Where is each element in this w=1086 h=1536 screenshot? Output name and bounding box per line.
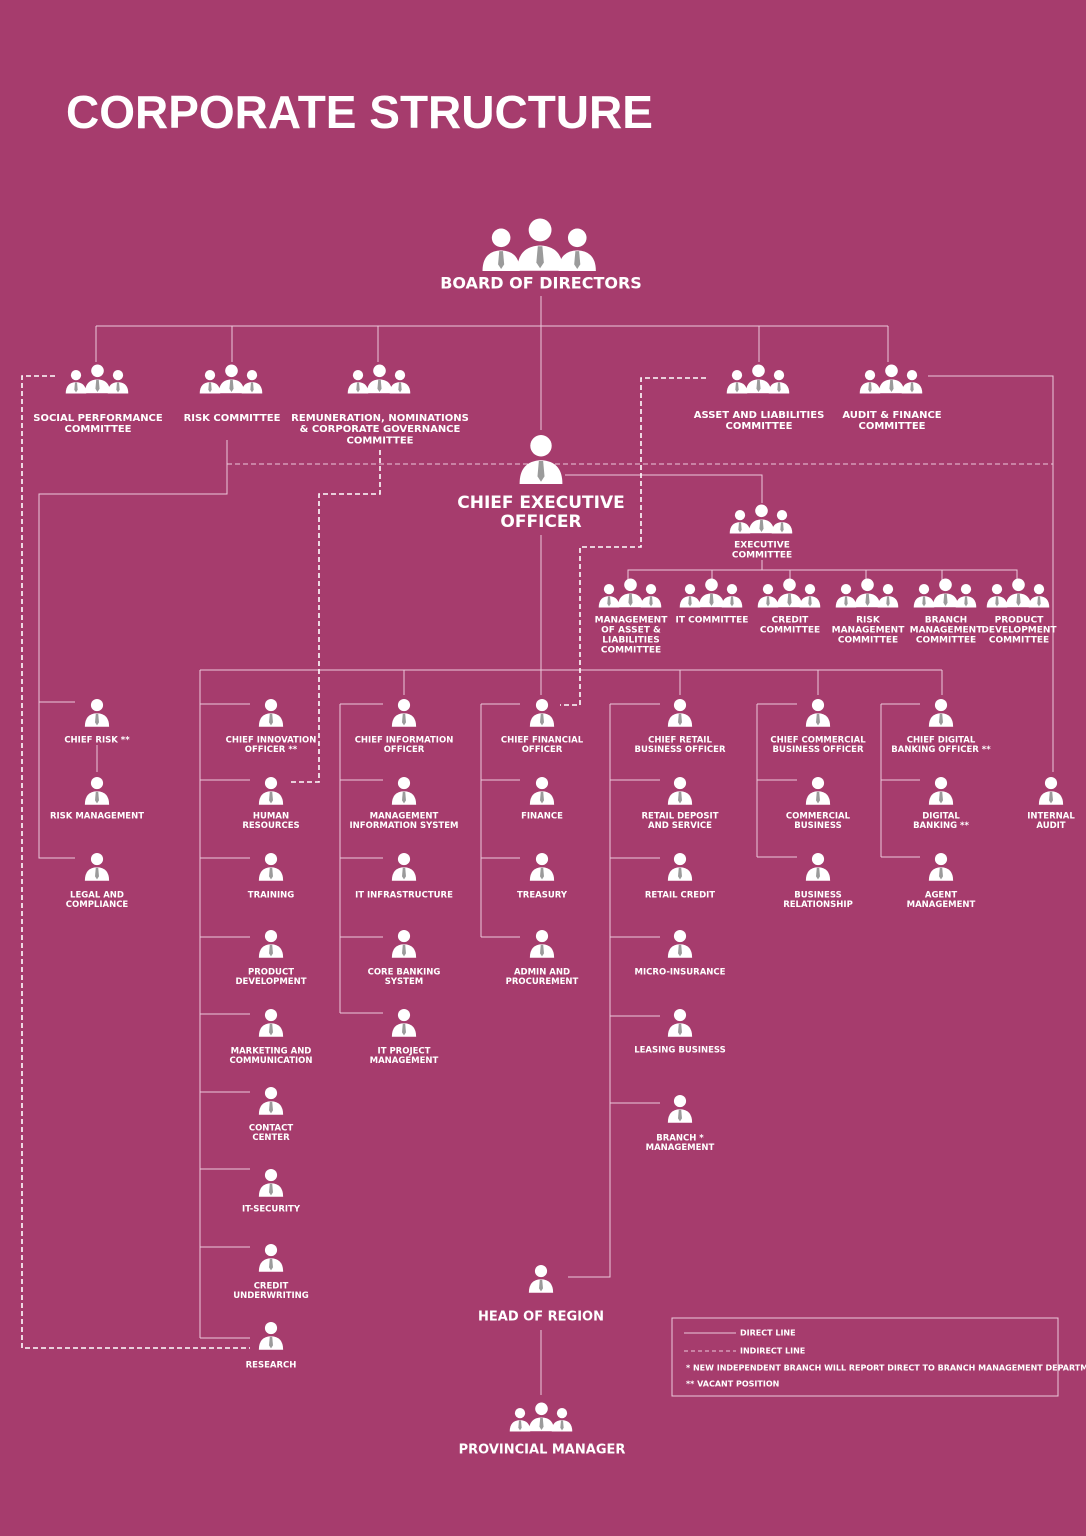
node-label: CHIEF EXECUTIVE xyxy=(457,493,624,513)
node-label: BRANCH xyxy=(925,616,967,626)
node-label: COMMITTEE xyxy=(65,424,132,435)
node-label: BUSINESS OFFICER xyxy=(773,745,864,755)
connectors xyxy=(21,296,1054,1395)
node-label: CHIEF RISK ** xyxy=(64,736,130,746)
node-label: INTERNAL xyxy=(1027,812,1075,822)
node-label: BRANCH * xyxy=(656,1134,704,1144)
node-label: BUSINESS xyxy=(794,891,841,901)
node-label: RETAIL CREDIT xyxy=(645,891,715,901)
node-label: MANAGEMENT xyxy=(595,616,669,626)
legend-label: ** VACANT POSITION xyxy=(686,1380,779,1389)
node-label: CHIEF FINANCIAL xyxy=(501,736,584,746)
node-label: PRODUCT xyxy=(248,968,294,978)
node-label: COMMERCIAL xyxy=(786,812,851,822)
node-label: CREDIT xyxy=(772,616,810,626)
node-label: COMMITTEE xyxy=(760,626,820,636)
node-label: REMUNERATION, NOMINATIONS xyxy=(291,413,469,424)
node-label: OF ASSET & xyxy=(601,626,661,636)
node-label: CENTER xyxy=(252,1133,290,1143)
node-label: IT COMMITTEE xyxy=(676,616,749,626)
node-label: CREDIT xyxy=(254,1282,289,1292)
node-label: COMMITTEE xyxy=(347,435,414,446)
node-label: RESEARCH xyxy=(246,1361,297,1371)
node-label: AGENT xyxy=(925,891,957,901)
node-label: PRODUCT xyxy=(995,616,1045,626)
node-label: RISK MANAGEMENT xyxy=(50,812,144,822)
node-label: CHIEF DIGITAL xyxy=(907,736,976,746)
node-label: OFFICER xyxy=(500,512,581,532)
node-label: MANAGEMENT xyxy=(370,1056,439,1066)
node-label: PROCUREMENT xyxy=(506,977,579,987)
node-label: IT PROJECT xyxy=(378,1047,431,1057)
node-label: RESOURCES xyxy=(242,821,299,831)
node-label: DEVELOPMENT xyxy=(981,626,1057,636)
node-label: COMMITTEE xyxy=(601,646,661,656)
node-label: COMMITTEE xyxy=(732,551,792,561)
node-label: MARKETING AND xyxy=(231,1047,312,1057)
node-label: MANAGEMENT xyxy=(370,812,439,822)
node-label: RISK COMMITTEE xyxy=(184,413,281,424)
node-label: TRAINING xyxy=(248,891,294,901)
node-label: HEAD OF REGION xyxy=(478,1310,604,1325)
node-label: INFORMATION SYSTEM xyxy=(350,821,459,831)
node-label: LEASING BUSINESS xyxy=(634,1046,726,1056)
node-label: MANAGEMENT xyxy=(646,1143,715,1153)
node-label: COMMITTEE xyxy=(989,636,1049,646)
node-label: OFFICER ** xyxy=(245,745,298,755)
node-label: DEVELOPMENT xyxy=(236,977,307,987)
legend-label: INDIRECT LINE xyxy=(740,1347,805,1356)
node-label: RELATIONSHIP xyxy=(783,900,853,910)
node-label: AUDIT & FINANCE xyxy=(842,410,941,421)
node-label: MANAGEMENT xyxy=(832,626,906,636)
node-label: FINANCE xyxy=(521,812,563,822)
page-title: CORPORATE STRUCTURE xyxy=(66,86,653,138)
node-label: BUSINESS xyxy=(794,821,841,831)
node-label: CHIEF INNOVATION xyxy=(226,736,317,746)
node-label: HUMAN xyxy=(253,812,289,822)
node-label: COMPLIANCE xyxy=(66,900,129,910)
node-label: ADMIN AND xyxy=(514,968,570,978)
node-label: & CORPORATE GOVERNANCE xyxy=(300,424,461,435)
node-label: CHIEF RETAIL xyxy=(648,736,712,746)
node-label: CHIEF INFORMATION xyxy=(355,736,454,746)
legend-box xyxy=(671,1317,1059,1397)
node-label: DIGITAL xyxy=(922,812,960,822)
node-label: BANKING ** xyxy=(913,821,969,831)
node-label: OFFICER xyxy=(384,745,425,755)
node-label: AUDIT xyxy=(1036,821,1065,831)
node-label: IT-SECURITY xyxy=(242,1205,301,1215)
node-label: AND SERVICE xyxy=(648,821,712,831)
legend xyxy=(671,1317,1059,1397)
node-label: COMMITTEE xyxy=(726,421,793,432)
node-label: CORE BANKING xyxy=(368,968,441,978)
node-label: COMMITTEE xyxy=(838,636,898,646)
node-label: SOCIAL PERFORMANCE xyxy=(33,413,163,424)
node-label: IT INFRASTRUCTURE xyxy=(355,891,453,901)
node-label: MANAGEMENT xyxy=(907,900,976,910)
node-label: COMMUNICATION xyxy=(229,1056,312,1066)
node-label: UNDERWRITING xyxy=(233,1291,309,1301)
node-label: COMMITTEE xyxy=(916,636,976,646)
node-label: RETAIL DEPOSIT xyxy=(641,812,718,822)
node-label: CHIEF COMMERCIAL xyxy=(770,736,866,746)
node-label: MICRO-INSURANCE xyxy=(635,968,726,978)
node-label: PROVINCIAL MANAGER xyxy=(459,1443,626,1458)
node-label: SYSTEM xyxy=(385,977,423,987)
node-label: MANAGEMENT xyxy=(910,626,984,636)
node-label: ASSET AND LIABILITIES xyxy=(694,410,825,421)
legend-label: DIRECT LINE xyxy=(740,1329,796,1338)
node-label: CONTACT xyxy=(249,1124,294,1134)
node-label: TREASURY xyxy=(517,891,568,901)
node-label: COMMITTEE xyxy=(859,421,926,432)
node-label: BOARD OF DIRECTORS xyxy=(440,274,642,293)
node-label: BANKING OFFICER ** xyxy=(891,745,991,755)
node-label: RISK xyxy=(856,616,881,626)
node-label: EXECUTIVE xyxy=(734,541,790,551)
node-label: LEGAL AND xyxy=(70,891,124,901)
node-label: OFFICER xyxy=(522,745,563,755)
node-label: LIABILITIES xyxy=(602,636,659,646)
node-label: BUSINESS OFFICER xyxy=(635,745,726,755)
legend-label: * NEW INDEPENDENT BRANCH WILL REPORT DIR… xyxy=(686,1364,1086,1373)
